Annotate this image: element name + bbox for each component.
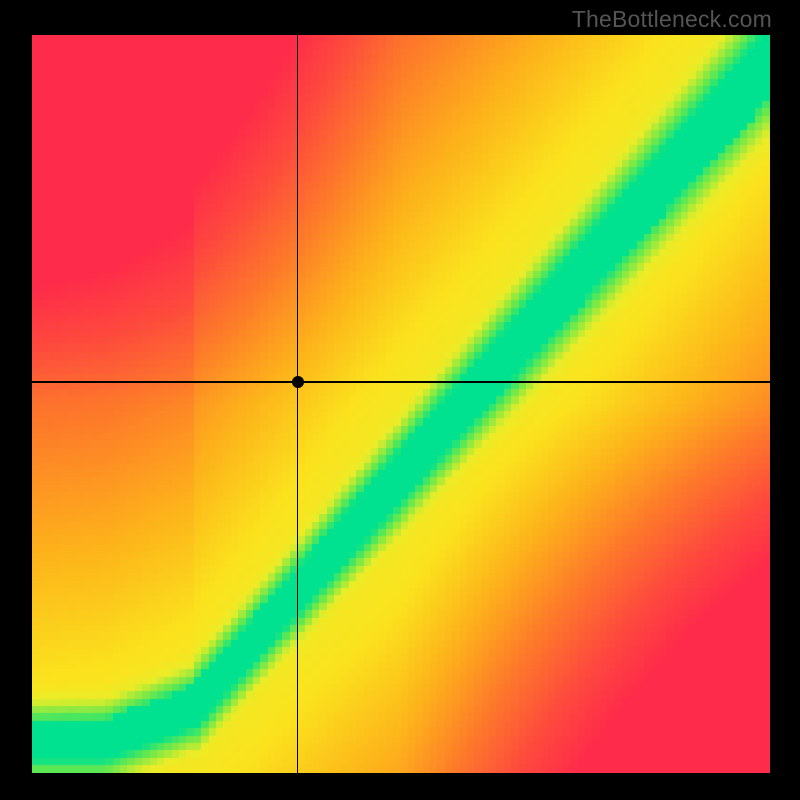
crosshair-vertical [297, 35, 299, 773]
bottleneck-heatmap [32, 35, 770, 773]
crosshair-horizontal [32, 381, 770, 383]
chart-container: TheBottleneck.com [0, 0, 800, 800]
crosshair-dot [292, 376, 304, 388]
watermark-text: TheBottleneck.com [572, 6, 772, 33]
